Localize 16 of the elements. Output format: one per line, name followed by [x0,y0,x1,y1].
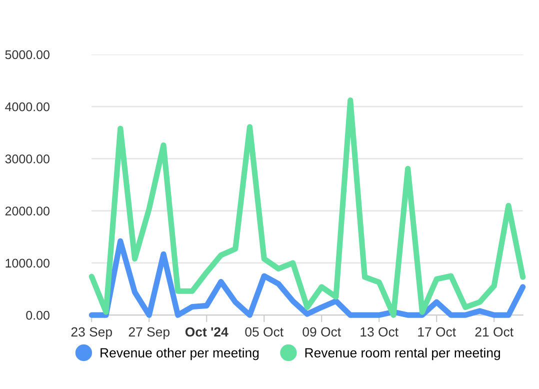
x-tick-label: 27 Sep [128,327,170,340]
x-tick-label: 05 Oct [245,327,284,337]
x-tick-label: 09 Oct [302,327,341,337]
y-tick-label: 1000.00 [6,258,50,268]
y-tick-label: 4000.00 [5,102,50,112]
x-tick-label: Oct '24 [185,327,228,337]
x-tick-label: 13 Oct [360,327,398,337]
y-tick-label: 0.00 [26,310,50,320]
x-tick-label: 23 Sep [71,327,112,340]
y-tick-label: 2000.00 [5,206,50,216]
x-tick-label: 17 Oct [418,327,456,337]
y-tick-label: 3000.00 [5,154,50,164]
y-tick-label: 5000.00 [5,50,50,60]
legend-label: Revenue other per meeting [100,348,259,360]
legend-label: Revenue room rental per meeting [305,348,500,360]
x-tick-label: 21 Oct [475,327,514,337]
